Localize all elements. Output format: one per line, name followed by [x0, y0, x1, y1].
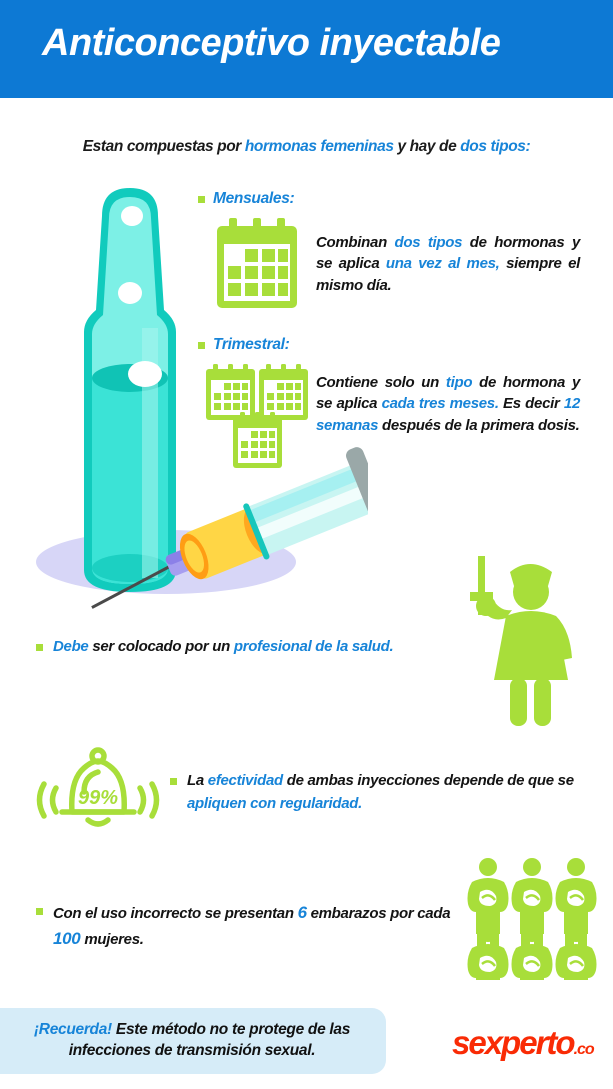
intro-highlight-hormonas: hormonas femeninas	[244, 138, 394, 155]
brand-logo-tld: .co	[573, 1041, 595, 1058]
intro-part1: Estan compuestas por	[82, 138, 245, 155]
nurse-figure-icon	[470, 556, 572, 726]
trimestral-body-p1: Contiene solo un	[316, 374, 446, 391]
page-title: Anticonceptivo inyectable	[42, 22, 501, 64]
mensuales-body-p3: siempre el mismo día.	[316, 255, 580, 294]
intro-part2: y hay de	[393, 138, 461, 155]
reminder-box: ¡Recuerda! Este método no te protege de …	[0, 1008, 386, 1074]
efect-p1: La	[187, 772, 208, 789]
trimestral-body-p3: Es decir	[498, 395, 564, 413]
brand-logo[interactable]: sexperto.co	[452, 1024, 595, 1062]
trimestral-body-hl2: cada tres meses.	[381, 395, 499, 413]
bullet-icon	[170, 778, 177, 785]
trimestral-body-hl1: tipo	[445, 374, 473, 391]
mensuales-body-hl2: una vez al mes,	[385, 255, 500, 273]
stat-num-pregnancies: 6	[297, 903, 307, 922]
effectiveness-bell-illustration: 99%	[36, 740, 161, 840]
bullet-icon	[198, 341, 205, 349]
three-calendars-icon	[206, 364, 308, 468]
reminder-body: Este método no te protege de las infecci…	[68, 1021, 351, 1059]
bullet-icon	[36, 644, 43, 651]
mensuales-body: Combinan dos tipos de hormonas y se apli…	[316, 216, 598, 296]
failure-rate-line: Con el uso incorrecto se presentan 6 emb…	[36, 900, 466, 951]
bullet-icon	[36, 908, 43, 915]
failure-rate-text: Con el uso incorrecto se presentan 6 emb…	[53, 900, 466, 951]
section-mensuales: Mensuales:	[198, 190, 598, 310]
brand-logo-name: sexperto	[452, 1024, 576, 1061]
salud-hl1: Debe	[53, 638, 89, 655]
pregnant-women-group	[466, 856, 601, 1024]
trimestral-body-p2: de hormona y se aplica	[316, 374, 580, 413]
bullet-icon	[198, 195, 205, 203]
efect-hl1: efectividad	[207, 772, 283, 789]
mensuales-body-p2: de hormonas y se aplica	[316, 234, 580, 273]
effectiveness-line: La efectividad de ambas inyecciones depe…	[170, 770, 600, 815]
calendar-icon	[206, 364, 255, 420]
reminder-label: ¡Recuerda!	[33, 1021, 112, 1039]
bell-percent-label: 99%	[78, 787, 118, 809]
section-trimestral: Trimestral:	[198, 336, 598, 468]
health-professional-line: Debe ser colocado por un profesional de …	[36, 636, 456, 659]
health-professional-text: Debe ser colocado por un profesional de …	[53, 636, 394, 659]
stat-num-women: 100	[53, 928, 81, 948]
stat-p3: mujeres.	[80, 930, 144, 948]
ampoule-icon	[84, 188, 176, 592]
calendar-icon	[259, 364, 308, 420]
mensuales-icon-col	[198, 216, 316, 310]
trimestral-heading: Trimestral:	[198, 336, 598, 354]
ampoule-syringe-illustration	[18, 178, 449, 618]
ampoule-highlight-mid	[118, 282, 142, 304]
ampoule-highlight-low	[128, 361, 162, 387]
nurse-illustration	[470, 548, 590, 733]
mensuales-heading: Mensuales:	[198, 190, 598, 208]
pregnant-woman-icon	[466, 922, 510, 1024]
calendar-icon	[233, 412, 282, 468]
trimestral-body-hl3: 12 semanas	[316, 395, 580, 434]
pregnant-woman-icon	[510, 922, 554, 1024]
efect-p2: de ambas inyecciones depende de que se	[282, 772, 574, 789]
stat-p2: embarazos por cada	[306, 905, 451, 922]
syringe-icon	[91, 433, 449, 609]
salud-hl2: profesional de la salud.	[233, 638, 394, 655]
pregnant-woman-icon	[554, 922, 598, 1024]
ampoule-highlight-top	[121, 206, 143, 226]
header-banner: Anticonceptivo inyectable	[0, 0, 613, 98]
intro-highlight-tipos: dos tipos:	[460, 138, 531, 155]
trimestral-icon-col	[198, 362, 316, 468]
reminder-text: ¡Recuerda! Este método no te protege de …	[14, 1020, 370, 1062]
trimestral-body-p4: después de la primera dosis.	[378, 416, 580, 434]
calendar-icon	[217, 218, 297, 308]
trimestral-heading-label: Trimestral:	[213, 336, 290, 353]
intro-text: Estan compuestas por hormonas femeninas …	[0, 138, 613, 156]
effectiveness-text: La efectividad de ambas inyecciones depe…	[187, 770, 600, 815]
mensuales-body-p1: Combinan	[316, 234, 395, 251]
bell-icon: 99%	[36, 747, 160, 827]
salud-p1: ser colocado por un	[88, 638, 234, 655]
efect-hl2: apliquen con regularidad.	[187, 794, 363, 812]
trimestral-body: Contiene solo un tipo de hormona y se ap…	[316, 362, 598, 436]
mensuales-body-hl1: dos tipos	[394, 234, 463, 251]
mensuales-heading-label: Mensuales:	[213, 190, 295, 207]
stat-p1: Con el uso incorrecto se presentan	[53, 905, 298, 922]
